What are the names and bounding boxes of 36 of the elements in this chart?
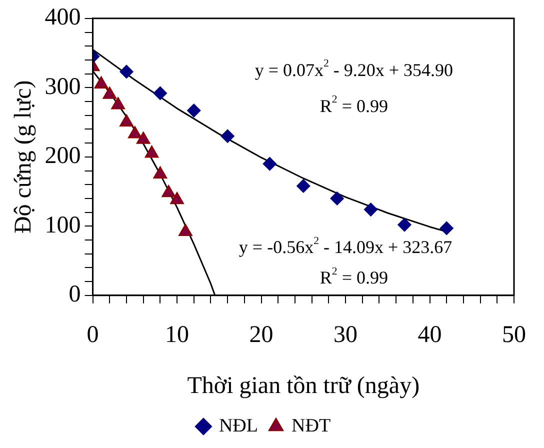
point xyxy=(162,185,176,198)
x-tick-label: 40 xyxy=(418,322,442,348)
legend-label: NĐT xyxy=(292,415,331,436)
point xyxy=(330,192,344,206)
point xyxy=(220,129,234,143)
point xyxy=(94,76,108,88)
point xyxy=(128,126,142,138)
point xyxy=(144,146,159,158)
y-tick-label: 200 xyxy=(44,143,81,170)
point xyxy=(120,64,134,78)
y-tick-label: 0 xyxy=(68,282,81,308)
y-tick-label: 400 xyxy=(44,4,81,31)
point xyxy=(136,132,150,144)
point xyxy=(153,86,167,100)
point xyxy=(440,221,454,235)
point xyxy=(187,104,201,118)
point xyxy=(153,166,168,178)
point xyxy=(262,157,276,171)
point xyxy=(120,114,134,127)
point xyxy=(170,192,184,204)
point xyxy=(102,86,116,99)
point xyxy=(296,179,310,193)
y-tick-label: 100 xyxy=(44,212,81,238)
legend-label: NĐL xyxy=(218,415,258,436)
y-tick-label: 300 xyxy=(44,74,81,100)
x-tick-label: 20 xyxy=(249,322,274,348)
x-tick-label: 50 xyxy=(502,322,526,348)
y-axis-title: Độ cứng (g lực) xyxy=(10,80,37,234)
point xyxy=(364,202,378,216)
point xyxy=(178,224,192,236)
x-axis-title: Thời gian tồn trữ (ngày) xyxy=(187,372,420,399)
point xyxy=(398,218,412,232)
x-tick-label: 10 xyxy=(165,322,190,348)
x-tick-label: 30 xyxy=(334,322,358,348)
x-tick-label: 0 xyxy=(86,322,99,348)
point xyxy=(111,97,125,110)
